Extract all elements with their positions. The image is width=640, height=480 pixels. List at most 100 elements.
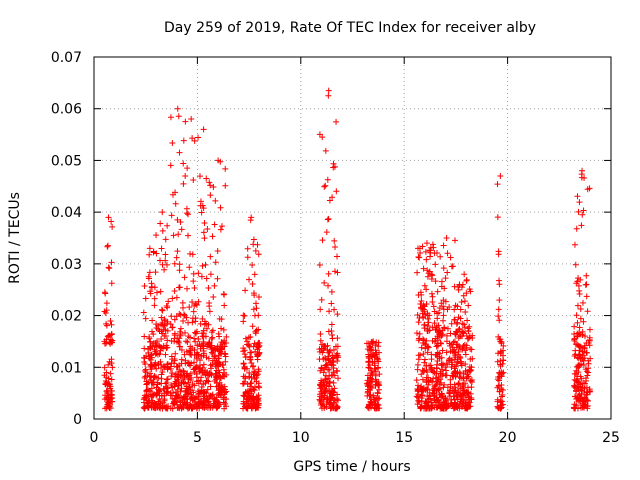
- data-point: [367, 404, 374, 411]
- data-point: [242, 335, 249, 342]
- data-point: [439, 347, 446, 354]
- data-point: [172, 350, 179, 357]
- data-point: [174, 248, 181, 255]
- data-point: [213, 373, 220, 380]
- data-point: [432, 278, 439, 285]
- data-point: [462, 309, 469, 316]
- data-point: [223, 403, 230, 410]
- data-point: [250, 343, 257, 350]
- data-point: [446, 390, 453, 397]
- data-point: [200, 361, 207, 368]
- data-point: [574, 193, 581, 200]
- data-point: [148, 394, 155, 401]
- data-point: [170, 232, 177, 239]
- data-point: [148, 280, 155, 287]
- data-point: [370, 351, 377, 358]
- data-point: [465, 373, 472, 380]
- data-point: [325, 356, 332, 363]
- data-point: [323, 229, 330, 236]
- data-point: [464, 317, 471, 324]
- data-point: [201, 235, 208, 242]
- data-point: [451, 316, 458, 323]
- data-point: [251, 384, 258, 391]
- data-point: [209, 361, 216, 368]
- data-point: [438, 360, 445, 367]
- data-point: [365, 364, 372, 371]
- data-point: [429, 379, 436, 386]
- data-point: [572, 341, 579, 348]
- data-point: [167, 405, 174, 412]
- data-point: [252, 247, 259, 254]
- data-point: [458, 362, 465, 369]
- data-point: [217, 325, 224, 332]
- data-point: [168, 382, 175, 389]
- data-point: [215, 157, 222, 164]
- data-point: [316, 131, 323, 138]
- data-point: [252, 348, 259, 355]
- data-point: [158, 380, 165, 387]
- data-point: [366, 392, 373, 399]
- data-point: [325, 401, 332, 408]
- data-point: [586, 336, 593, 343]
- data-point: [181, 274, 188, 281]
- data-point: [494, 398, 501, 405]
- data-point: [325, 270, 332, 277]
- data-point: [443, 235, 450, 241]
- data-point: [460, 387, 467, 394]
- data-point: [240, 318, 247, 325]
- data-point: [211, 221, 218, 228]
- data-point: [447, 390, 454, 397]
- data-point: [467, 390, 474, 397]
- data-point: [322, 182, 329, 189]
- data-point: [321, 385, 328, 392]
- data-point: [583, 377, 590, 384]
- data-point: [433, 343, 440, 350]
- data-point: [256, 350, 263, 357]
- data-point: [440, 242, 447, 249]
- data-point: [148, 404, 155, 411]
- data-point: [574, 405, 581, 412]
- data-point: [173, 398, 180, 405]
- data-point: [253, 374, 260, 381]
- data-point: [574, 319, 581, 326]
- data-point: [328, 321, 335, 328]
- data-point: [496, 388, 503, 395]
- data-point: [162, 251, 169, 258]
- data-point: [189, 251, 196, 258]
- data-point: [440, 297, 447, 304]
- data-point: [324, 216, 331, 223]
- data-point: [167, 114, 174, 121]
- data-point: [241, 393, 248, 400]
- data-point: [446, 355, 453, 362]
- data-point: [422, 340, 429, 347]
- data-point: [330, 389, 337, 396]
- data-point: [579, 167, 586, 174]
- data-point: [190, 308, 197, 315]
- data-point: [430, 303, 437, 310]
- data-point: [155, 322, 162, 329]
- data-point: [373, 379, 380, 386]
- data-point: [580, 379, 587, 386]
- data-point: [105, 380, 112, 387]
- data-point: [185, 319, 192, 326]
- data-point: [571, 376, 578, 383]
- data-point: [326, 197, 333, 204]
- data-point: [457, 394, 464, 401]
- data-point: [191, 302, 198, 309]
- data-point: [169, 395, 176, 402]
- data-point: [150, 331, 157, 338]
- data-point: [214, 247, 221, 254]
- data-point: [203, 390, 210, 397]
- data-point: [207, 182, 214, 189]
- data-point: [189, 345, 196, 352]
- data-point: [105, 214, 112, 221]
- y-axis-label: ROTI / TECUs: [7, 192, 23, 284]
- data-point: [584, 405, 591, 412]
- y-tick-label: 0.04: [51, 205, 82, 221]
- data-point: [203, 175, 210, 182]
- data-point: [195, 377, 202, 384]
- data-point: [186, 384, 193, 391]
- data-point: [191, 359, 198, 366]
- data-point: [107, 370, 114, 377]
- data-point: [448, 320, 455, 327]
